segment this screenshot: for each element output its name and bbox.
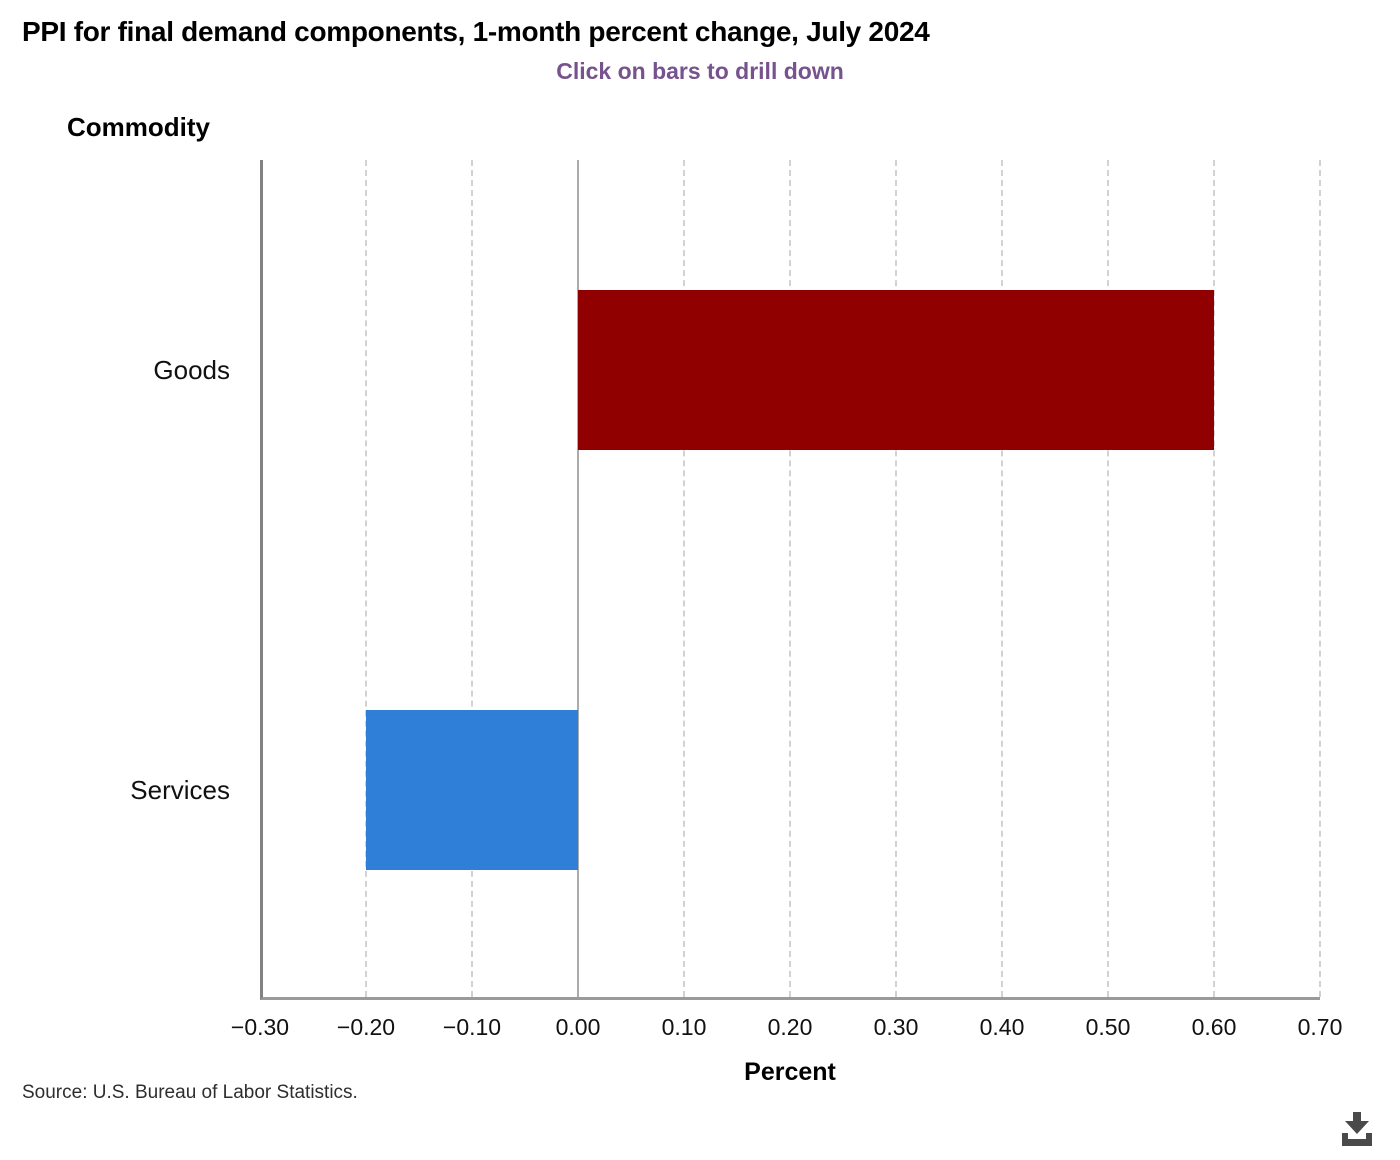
gridline [1001, 160, 1003, 997]
x-axis-title: Percent [744, 1058, 836, 1086]
y-axis-title: Commodity [67, 112, 210, 142]
bar-goods[interactable] [578, 290, 1214, 450]
x-tick-label: 0.40 [979, 1014, 1025, 1040]
y-category-label-goods: Goods [153, 355, 230, 385]
gridline [789, 160, 791, 997]
gridline [365, 160, 367, 997]
gridline [895, 160, 897, 997]
x-tick-label: −0.20 [336, 1014, 396, 1040]
bar-services[interactable] [366, 710, 578, 870]
gridline [1107, 160, 1109, 997]
zero-gridline [577, 160, 579, 997]
x-tick-label: 0.00 [555, 1014, 601, 1040]
x-tick-label: −0.10 [442, 1014, 502, 1040]
x-tick-label: 0.50 [1085, 1014, 1131, 1040]
download-button[interactable] [1332, 1106, 1382, 1152]
x-tick-label: 0.60 [1191, 1014, 1237, 1040]
gridline [683, 160, 685, 997]
chart-subtitle: Click on bars to drill down [556, 58, 844, 84]
chart-title: PPI for final demand components, 1-month… [22, 16, 930, 47]
source-note: Source: U.S. Bureau of Labor Statistics. [22, 1082, 358, 1103]
x-tick-label: 0.10 [661, 1014, 707, 1040]
y-category-label-services: Services [130, 775, 230, 805]
x-tick-label: 0.20 [767, 1014, 813, 1040]
gridline [471, 160, 473, 997]
gridline [1213, 160, 1215, 997]
x-tick-label: 0.70 [1297, 1014, 1343, 1040]
x-tick-label: −0.30 [230, 1014, 290, 1040]
plot-area [260, 160, 1320, 1000]
gridline [1319, 160, 1321, 997]
download-icon [1332, 1110, 1382, 1148]
x-tick-label: 0.30 [873, 1014, 919, 1040]
